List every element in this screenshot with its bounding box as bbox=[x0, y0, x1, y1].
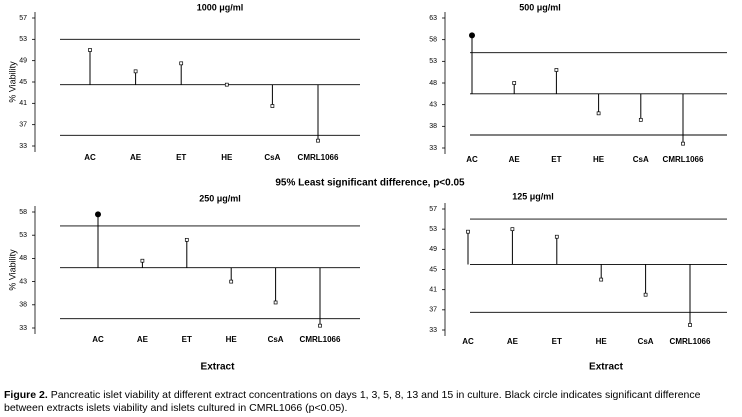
y-tick-label: 43 bbox=[19, 278, 27, 285]
x-tick-label: HE bbox=[593, 155, 605, 164]
y-tick-label: 53 bbox=[429, 58, 437, 65]
x-tick-label: HE bbox=[596, 337, 608, 346]
x-axis-label: Extract bbox=[201, 362, 236, 373]
marker bbox=[596, 111, 601, 116]
y-tick-label: 57 bbox=[429, 206, 437, 213]
y-tick-label: 37 bbox=[19, 122, 27, 129]
x-tick-label: CMRL1066 bbox=[670, 337, 711, 346]
x-axis-label: Extract bbox=[589, 362, 624, 373]
marker bbox=[510, 227, 515, 232]
marker bbox=[554, 68, 559, 72]
x-tick-label: AE bbox=[507, 337, 519, 346]
marker bbox=[270, 104, 275, 108]
caption-label: Figure 2. bbox=[4, 389, 48, 401]
chart-title: 1000 μg/ml bbox=[197, 2, 244, 12]
note: 95% Least significant difference, p<0.05 bbox=[275, 178, 465, 189]
y-tick-label: 33 bbox=[429, 327, 437, 334]
y-tick-label: 53 bbox=[19, 36, 27, 43]
figure: 95% Least significant difference, p<0.05… bbox=[7, 2, 727, 373]
y-tick-label: 48 bbox=[429, 80, 437, 87]
y-tick-label: 33 bbox=[429, 145, 437, 152]
marker bbox=[316, 138, 320, 143]
y-tick-label: 43 bbox=[429, 102, 437, 109]
x-tick-label: ET bbox=[176, 153, 186, 162]
x-tick-label: ET bbox=[551, 155, 561, 164]
x-tick-label: CsA bbox=[264, 153, 280, 162]
x-tick-label: HE bbox=[226, 335, 238, 344]
y-tick-label: 49 bbox=[429, 246, 437, 253]
x-tick-label: ET bbox=[552, 337, 562, 346]
caption: Figure 2. Pancreatic islet viability at … bbox=[4, 389, 738, 414]
marker bbox=[688, 323, 692, 327]
marker bbox=[466, 229, 470, 234]
y-axis-label: % Viability bbox=[7, 61, 17, 103]
x-tick-label: AC bbox=[92, 335, 104, 344]
marker bbox=[133, 69, 138, 74]
y-tick-label: 48 bbox=[19, 255, 27, 262]
y-tick-label: 37 bbox=[429, 307, 437, 314]
y-tick-label: 49 bbox=[19, 58, 27, 65]
marker bbox=[681, 141, 685, 146]
y-tick-label: 33 bbox=[19, 325, 27, 332]
caption-text: Pancreatic islet viability at different … bbox=[4, 389, 701, 414]
chart-title: 125 μg/ml bbox=[512, 191, 554, 201]
y-tick-label: 41 bbox=[429, 287, 437, 294]
x-tick-label: AC bbox=[84, 153, 96, 162]
marker bbox=[140, 258, 145, 263]
x-tick-label: AC bbox=[462, 337, 474, 346]
marker bbox=[179, 61, 184, 66]
y-tick-label: 57 bbox=[19, 15, 27, 22]
marker bbox=[88, 48, 92, 52]
x-tick-label: ET bbox=[182, 335, 192, 344]
y-tick-label: 58 bbox=[429, 37, 437, 44]
x-tick-label: CMRL1066 bbox=[300, 335, 341, 344]
x-tick-label: AE bbox=[509, 155, 521, 164]
marker bbox=[512, 81, 517, 85]
x-tick-label: CsA bbox=[268, 335, 284, 344]
y-axis-label: % Viability bbox=[7, 249, 17, 291]
y-tick-label: 45 bbox=[19, 79, 27, 86]
marker bbox=[554, 234, 559, 239]
y-tick-label: 33 bbox=[19, 143, 27, 150]
y-tick-label: 58 bbox=[19, 209, 27, 216]
marker bbox=[229, 279, 234, 284]
marker bbox=[638, 117, 643, 122]
x-tick-label: AE bbox=[137, 335, 149, 344]
y-tick-label: 38 bbox=[19, 302, 27, 309]
x-tick-label: HE bbox=[221, 153, 233, 162]
chart-title: 250 μg/ml bbox=[199, 193, 241, 203]
y-tick-label: 45 bbox=[429, 266, 437, 273]
chart-title: 500 μg/ml bbox=[519, 2, 561, 12]
marker-significant bbox=[95, 211, 101, 218]
marker bbox=[273, 300, 278, 305]
marker-significant bbox=[469, 32, 475, 39]
y-tick-label: 53 bbox=[19, 232, 27, 239]
y-tick-label: 53 bbox=[429, 226, 437, 233]
x-tick-label: AC bbox=[466, 155, 478, 164]
y-tick-label: 63 bbox=[429, 15, 437, 22]
x-tick-label: AE bbox=[130, 153, 142, 162]
marker bbox=[224, 82, 229, 87]
x-tick-label: CsA bbox=[633, 155, 649, 164]
marker bbox=[599, 277, 604, 282]
marker bbox=[318, 323, 322, 328]
x-tick-label: CMRL1066 bbox=[663, 155, 704, 164]
x-tick-label: CsA bbox=[638, 337, 654, 346]
y-tick-label: 38 bbox=[429, 123, 437, 130]
x-tick-label: CMRL1066 bbox=[298, 153, 339, 162]
marker bbox=[184, 237, 189, 242]
y-tick-label: 41 bbox=[19, 100, 27, 107]
marker bbox=[643, 292, 648, 297]
